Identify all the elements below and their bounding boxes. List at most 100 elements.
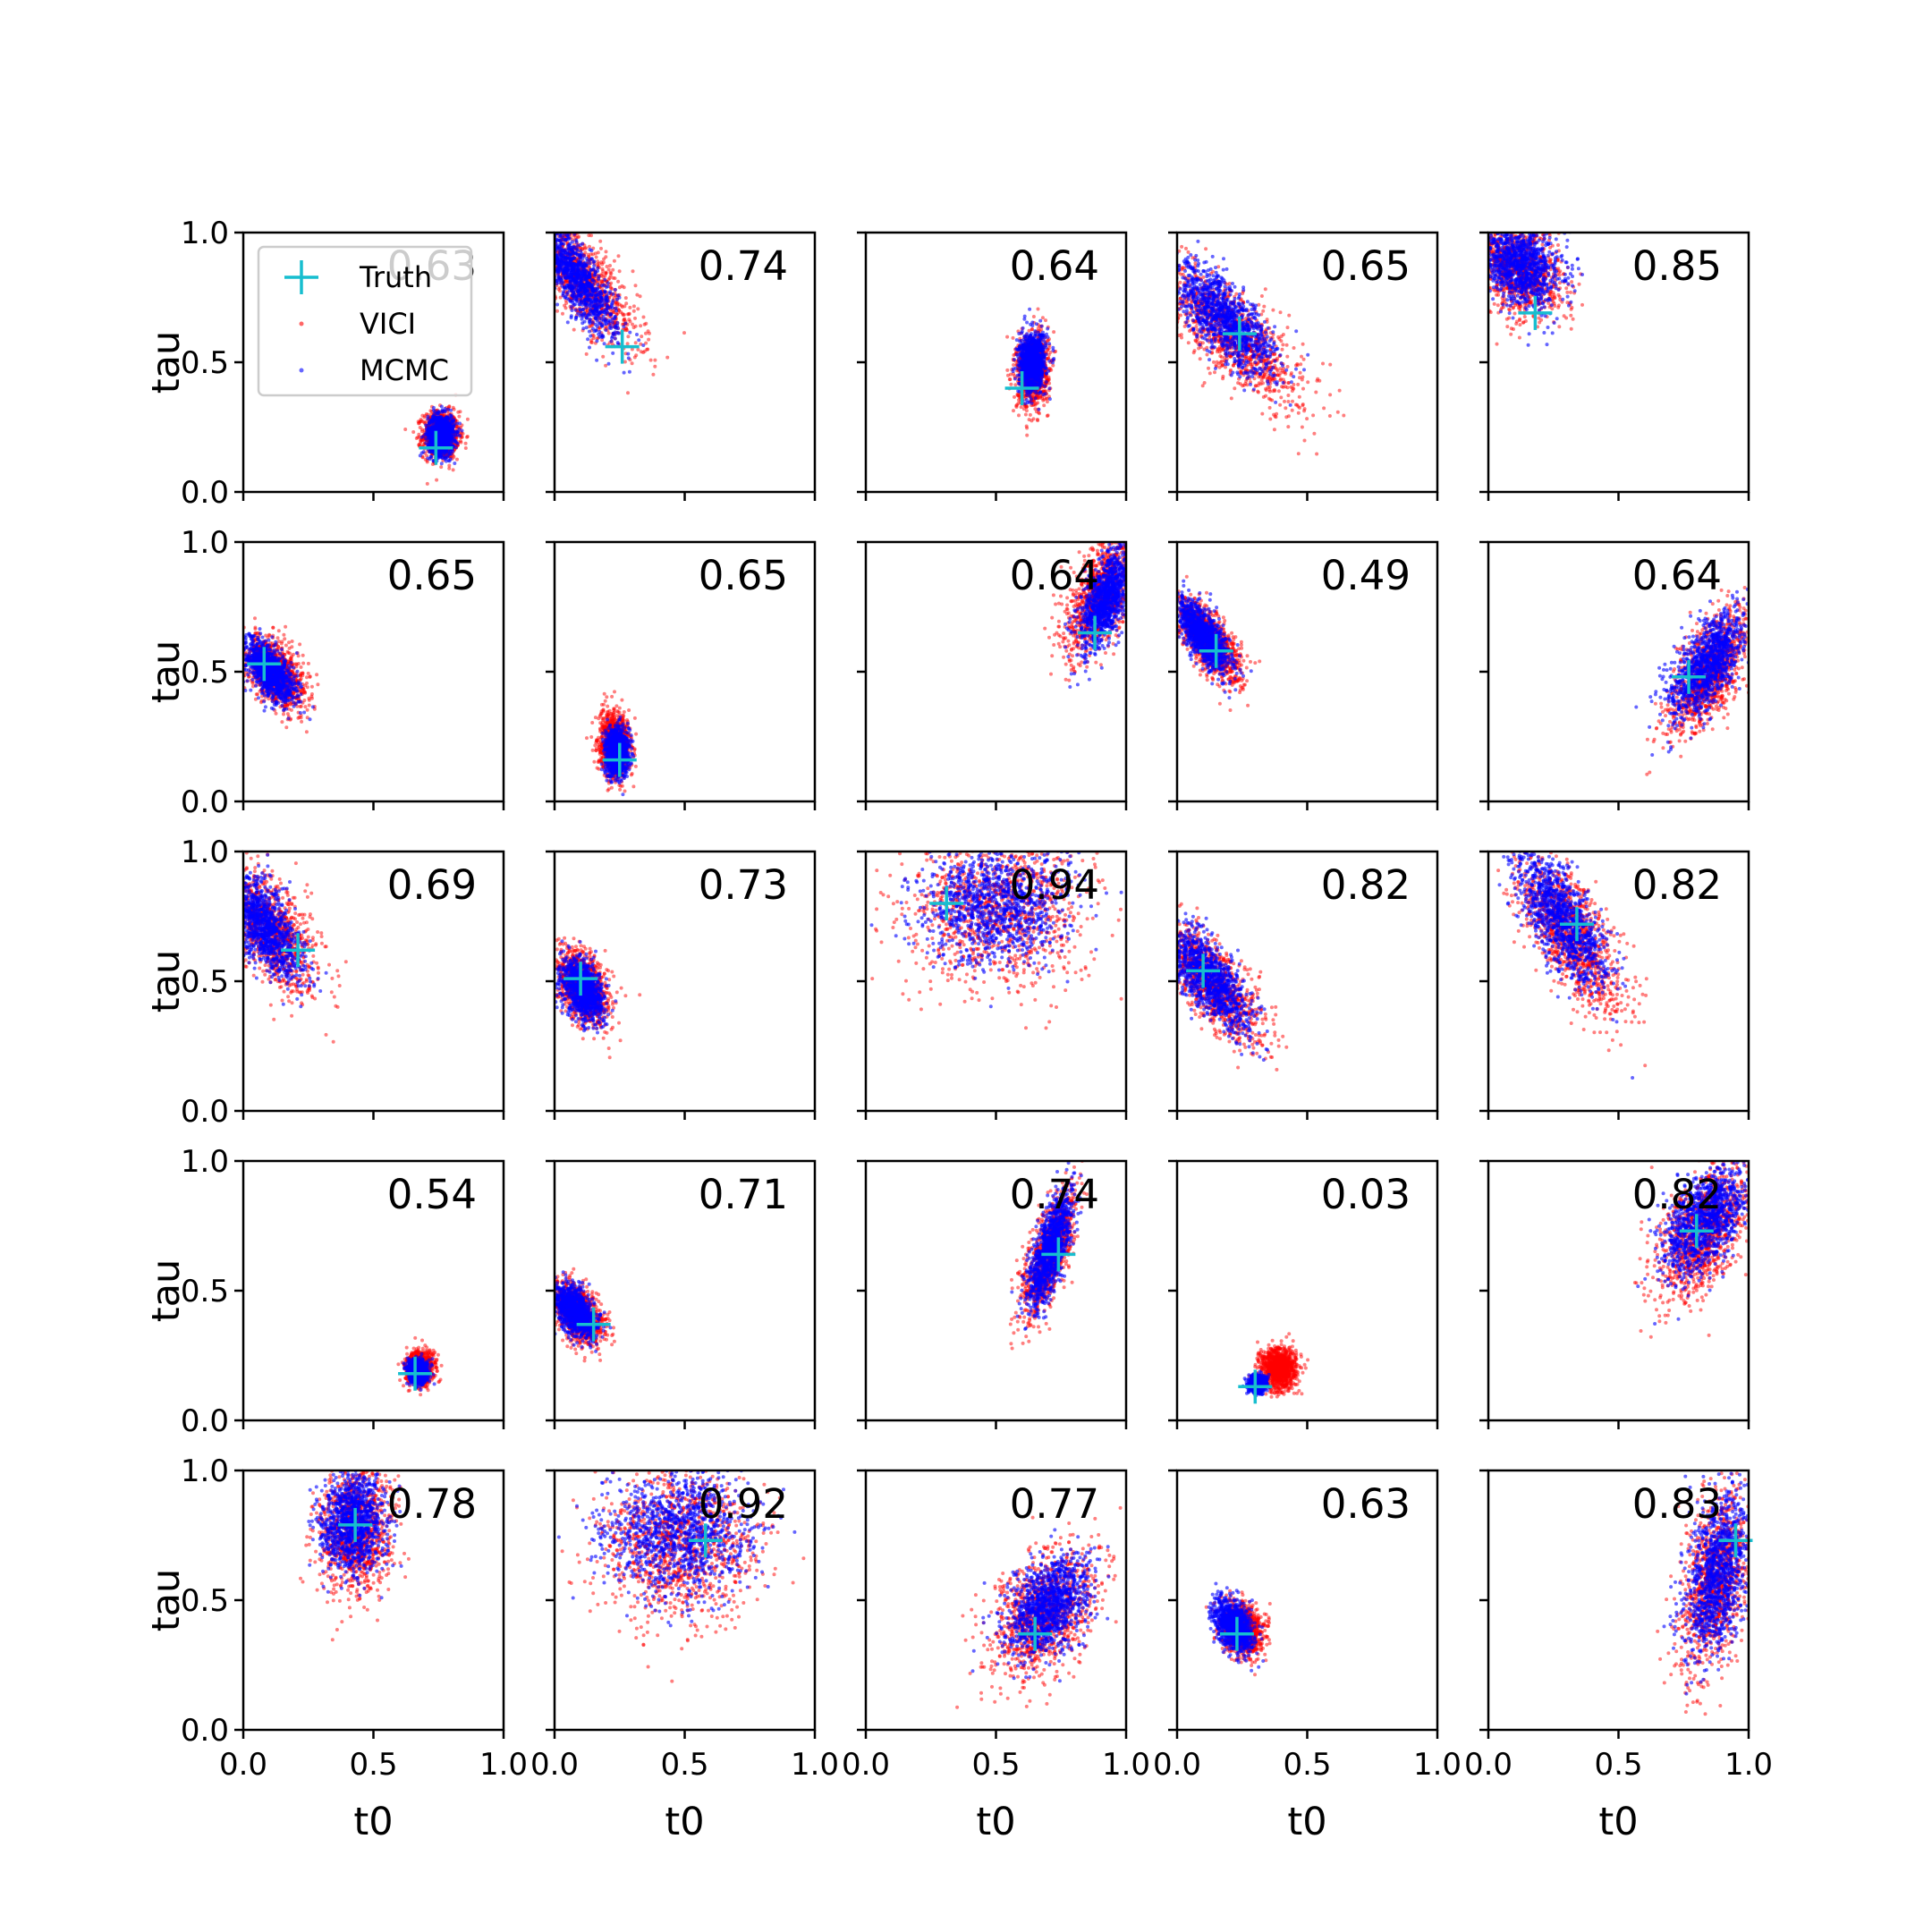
mcmc-cloud-point	[530, 219, 533, 223]
vici-cloud-point	[517, 187, 521, 191]
mcmc-cloud-point	[588, 261, 592, 266]
vici-cloud-point	[507, 231, 511, 234]
mcmc-cloud-point	[431, 408, 436, 412]
mcmc-cloud-point	[458, 421, 462, 426]
mcmc-cloud-point	[521, 226, 525, 230]
mcmc-cloud-point	[565, 251, 570, 256]
vici-cloud-point	[538, 246, 542, 250]
vici-cloud-point	[586, 252, 590, 257]
mcmc-cloud-point	[569, 314, 573, 318]
mcmc-cloud-point	[609, 302, 614, 307]
mcmc-cloud-point	[528, 206, 531, 209]
mcmc-cloud-point	[451, 449, 455, 453]
mcmc-cloud-point	[576, 311, 580, 316]
mcmc-cloud-point	[581, 253, 586, 258]
vici-cloud-point	[612, 258, 616, 263]
mcmc-cloud-point	[557, 228, 561, 232]
mcmc-cloud-point	[523, 216, 527, 219]
mcmc-cloud-point	[550, 238, 554, 242]
y-tick-label: 0.0	[181, 475, 229, 511]
vici-cloud-point	[588, 244, 591, 249]
vici-cloud-point	[611, 267, 615, 272]
mcmc-cloud-point	[575, 243, 580, 248]
vici-cloud-point	[507, 187, 511, 191]
mcmc-cloud-point	[580, 313, 585, 318]
mcmc-cloud-point	[576, 286, 580, 291]
mcmc-cloud-point	[443, 409, 447, 413]
mcmc-cloud-point	[570, 278, 574, 283]
vici-cloud-point	[546, 275, 549, 279]
mcmc-cloud-point	[539, 240, 543, 243]
vici-cloud-point	[549, 272, 553, 275]
mcmc-cloud-point	[548, 247, 552, 250]
mcmc-cloud-point	[547, 246, 551, 250]
vici-cloud-point	[541, 250, 545, 253]
mcmc-cloud-point	[547, 278, 550, 282]
mcmc-cloud-point	[540, 217, 544, 221]
mcmc-cloud-point	[428, 428, 433, 432]
mcmc-cloud-point	[579, 298, 583, 302]
vici-cloud-point	[653, 364, 657, 369]
mcmc-cloud-point	[547, 291, 550, 294]
mcmc-cloud-point	[562, 261, 566, 266]
mcmc-cloud-point	[531, 241, 535, 244]
mcmc-cloud-point	[581, 283, 586, 287]
mcmc-cloud-point	[539, 258, 543, 262]
mcmc-cloud-point	[442, 427, 446, 431]
mcmc-cloud-point	[460, 428, 464, 433]
mcmc-cloud-point	[590, 313, 595, 318]
mcmc-cloud-point	[425, 433, 429, 436]
vici-cloud-point	[1017, 413, 1021, 418]
vici-cloud-point	[538, 225, 542, 228]
vici-cloud-point	[526, 197, 530, 200]
mcmc-cloud-point	[582, 290, 587, 294]
mcmc-cloud-point	[535, 209, 538, 213]
vici-cloud-point	[544, 236, 547, 240]
mcmc-cloud-point	[447, 427, 452, 431]
vici-cloud-point	[1045, 339, 1049, 343]
mcmc-cloud-point	[606, 361, 611, 366]
mcmc-cloud-point	[445, 433, 450, 437]
vici-cloud-point	[557, 224, 561, 227]
vici-cloud-point	[535, 223, 538, 226]
mcmc-cloud-point	[446, 458, 451, 462]
vici-cloud-point	[545, 256, 548, 259]
vici-cloud-point	[606, 331, 611, 335]
vici-cloud-point	[589, 252, 593, 257]
vici-cloud-point	[540, 201, 544, 205]
vici-cloud-point	[1027, 328, 1031, 333]
vici-cloud-point	[583, 250, 588, 255]
mcmc-cloud-point	[537, 222, 540, 225]
vici-cloud-point	[447, 404, 452, 409]
mcmc-cloud-point	[544, 290, 547, 293]
mcmc-cloud-point	[574, 277, 579, 282]
mcmc-cloud-point	[593, 308, 597, 312]
mcmc-cloud-point	[550, 254, 554, 258]
mcmc-cloud-point	[440, 431, 445, 436]
vici-cloud-point	[548, 275, 552, 278]
mcmc-cloud-point	[589, 293, 594, 298]
mcmc-cloud-point	[431, 413, 436, 418]
mcmc-cloud-point	[519, 235, 522, 239]
mcmc-cloud-point	[445, 438, 450, 443]
mcmc-cloud-point	[610, 317, 614, 321]
vici-cloud-point	[403, 428, 408, 431]
vici-cloud-point	[603, 274, 607, 278]
mcmc-cloud-point	[541, 223, 545, 226]
vici-cloud-point	[530, 236, 533, 240]
truth-marker	[605, 329, 640, 364]
vici-cloud-point	[564, 306, 568, 310]
vici-cloud-point	[605, 265, 609, 268]
vici-cloud-point	[540, 242, 544, 246]
mcmc-cloud-point	[436, 417, 441, 421]
mcmc-cloud-point	[580, 274, 585, 278]
mcmc-cloud-point	[576, 258, 580, 263]
vici-cloud-point	[457, 414, 462, 419]
mcmc-cloud-point	[429, 454, 434, 459]
vici-cloud-point	[514, 201, 518, 205]
vici-cloud-point	[545, 242, 548, 246]
vici-cloud-point	[617, 308, 622, 312]
vici-cloud-point	[549, 243, 553, 247]
vici-cloud-point	[545, 236, 548, 240]
mcmc-cloud-point	[555, 256, 560, 260]
